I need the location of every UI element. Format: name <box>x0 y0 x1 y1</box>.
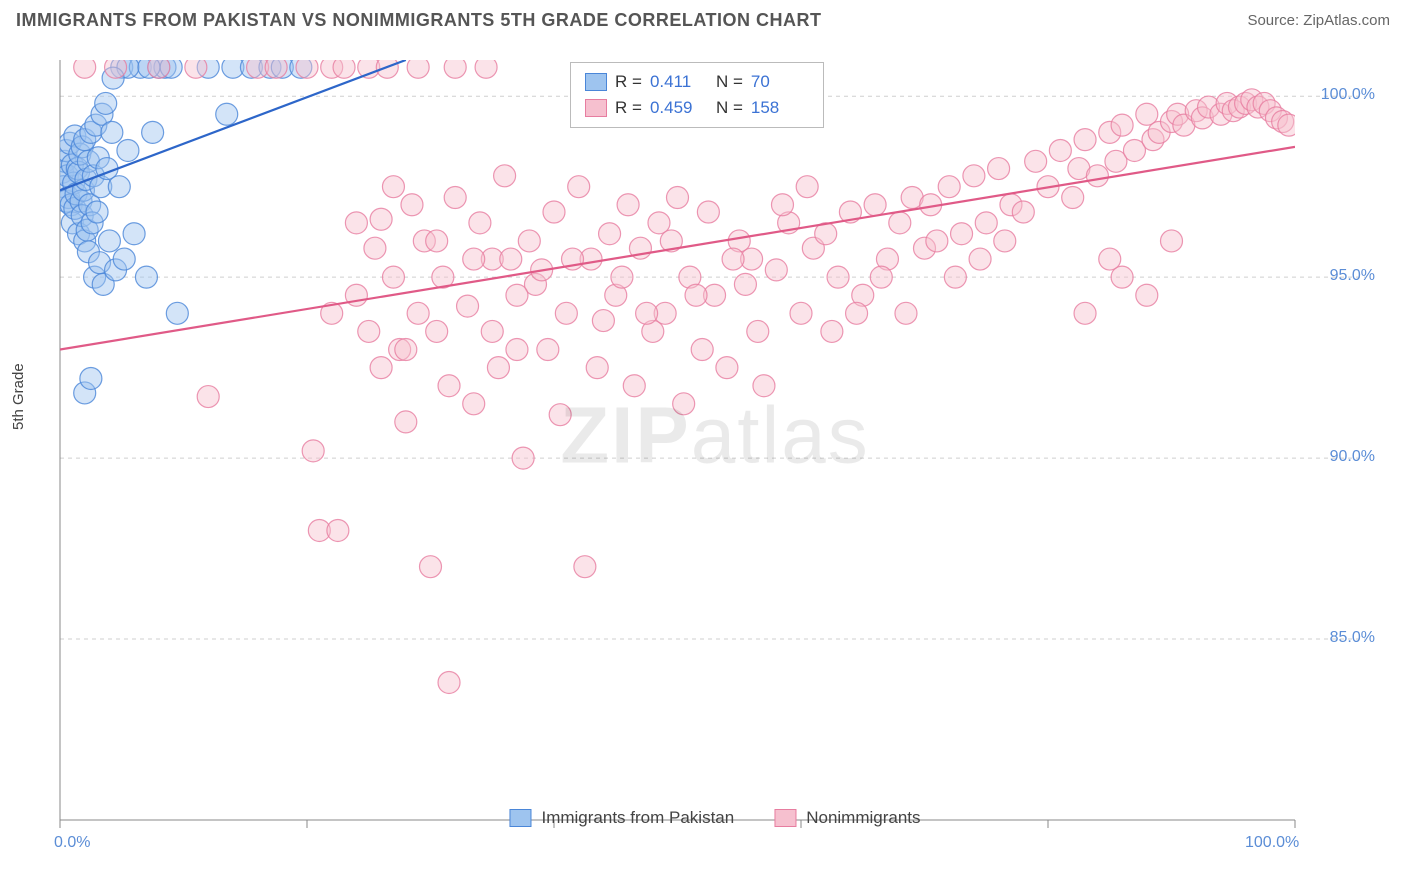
legend-item-series2: Nonimmigrants <box>774 808 920 828</box>
legend-label-series2: Nonimmigrants <box>806 808 920 828</box>
bottom-legend: Immigrants from Pakistan Nonimmigrants <box>509 808 920 828</box>
swatch-series2 <box>585 99 607 117</box>
legend-label-series1: Immigrants from Pakistan <box>541 808 734 828</box>
r-value-series1: 0.411 <box>650 72 708 92</box>
swatch-series1-bottom <box>509 809 531 827</box>
r-value-series2: 0.459 <box>650 98 708 118</box>
source-label: Source: ZipAtlas.com <box>1247 12 1390 29</box>
n-value-series2: 158 <box>751 98 809 118</box>
stats-legend: R = 0.411 N = 70 R = 0.459 N = 158 <box>570 62 824 128</box>
y-tick-label: 85.0% <box>1305 629 1375 647</box>
chart-area: R = 0.411 N = 70 R = 0.459 N = 158 ZIPat… <box>50 50 1380 830</box>
r-label: R = <box>615 72 642 92</box>
y-tick-label: 90.0% <box>1305 448 1375 466</box>
y-tick-label: 95.0% <box>1305 267 1375 285</box>
legend-row-series1: R = 0.411 N = 70 <box>585 69 809 95</box>
chart-title: IMMIGRANTS FROM PAKISTAN VS NONIMMIGRANT… <box>16 10 821 31</box>
scatter-plot <box>50 50 1380 830</box>
y-tick-label: 100.0% <box>1305 86 1375 104</box>
y-axis-label: 5th Grade <box>10 363 27 430</box>
legend-item-series1: Immigrants from Pakistan <box>509 808 734 828</box>
x-tick-label: 100.0% <box>1245 834 1299 852</box>
n-label: N = <box>716 98 743 118</box>
swatch-series2-bottom <box>774 809 796 827</box>
swatch-series1 <box>585 73 607 91</box>
r-label: R = <box>615 98 642 118</box>
n-value-series1: 70 <box>751 72 809 92</box>
legend-row-series2: R = 0.459 N = 158 <box>585 95 809 121</box>
n-label: N = <box>716 72 743 92</box>
x-tick-label: 0.0% <box>54 834 90 852</box>
